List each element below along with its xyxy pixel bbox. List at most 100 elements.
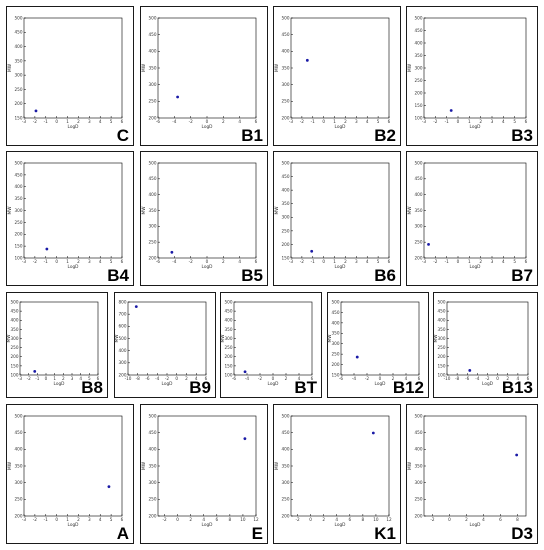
x-axis-label: LogD xyxy=(470,124,482,130)
y-tick-label: 350 xyxy=(282,65,290,70)
x-tick-label: 0 xyxy=(55,517,58,522)
y-tick-label: 250 xyxy=(415,240,423,245)
x-tick-label: -6 xyxy=(465,376,470,381)
x-axis-label: LogD xyxy=(162,381,174,387)
y-tick-label: 400 xyxy=(225,318,233,323)
x-tick-label: 2 xyxy=(506,376,509,381)
y-axis-label: MW xyxy=(274,461,280,470)
x-tick-label: 3 xyxy=(491,259,494,264)
y-axis-label: MW xyxy=(7,461,13,470)
plot-area xyxy=(157,17,257,119)
panel-label: D3 xyxy=(511,524,533,543)
y-tick-label: 450 xyxy=(415,176,423,181)
y-tick-label: 350 xyxy=(15,196,23,201)
x-tick-label: 6 xyxy=(388,119,391,124)
y-tick-label: 300 xyxy=(415,224,423,229)
compound-point xyxy=(176,95,180,99)
x-axis-label: LogD xyxy=(268,381,280,387)
y-tick-label: 500 xyxy=(225,299,233,304)
y-tick-label: 400 xyxy=(15,184,23,189)
x-tick-label: 6 xyxy=(525,259,528,264)
y-tick-label: 200 xyxy=(415,513,423,518)
plot-area xyxy=(340,301,420,376)
plot-area xyxy=(23,415,123,517)
panel-label: B3 xyxy=(511,126,533,145)
x-tick-label: 4 xyxy=(502,119,505,124)
x-tick-label: 6 xyxy=(499,517,502,522)
x-tick-label: 6 xyxy=(311,376,314,381)
y-tick-label: 500 xyxy=(11,299,19,304)
y-tick-label: 300 xyxy=(282,480,290,485)
y-axis-label: MW xyxy=(327,334,333,343)
x-tick-label: -2 xyxy=(430,517,435,522)
x-tick-label: 12 xyxy=(386,517,392,522)
x-tick-label: 0 xyxy=(496,376,499,381)
x-tick-label: 4 xyxy=(366,259,369,264)
x-tick-label: -2 xyxy=(189,259,194,264)
x-tick-label: -1 xyxy=(445,119,450,124)
y-tick-label: 100 xyxy=(415,115,423,120)
y-axis-label: MW xyxy=(141,206,147,215)
y-tick-label: 450 xyxy=(332,310,340,315)
x-tick-label: -4 xyxy=(155,376,160,381)
y-tick-label: 300 xyxy=(415,480,423,485)
compound-point xyxy=(371,431,375,435)
y-tick-label: 200 xyxy=(149,513,157,518)
y-tick-label: 200 xyxy=(149,115,157,120)
x-tick-label: 6 xyxy=(121,517,124,522)
compound-point xyxy=(45,247,49,251)
y-tick-label: 200 xyxy=(149,255,157,260)
y-tick-label: 250 xyxy=(282,99,290,104)
y-tick-label: 250 xyxy=(149,240,157,245)
x-axis-label: LogD xyxy=(54,381,66,387)
y-tick-label: 400 xyxy=(119,348,127,353)
x-tick-label: 5 xyxy=(110,517,113,522)
x-tick-label: -3 xyxy=(18,376,23,381)
x-tick-label: 4 xyxy=(99,119,102,124)
y-tick-label: 450 xyxy=(149,430,157,435)
y-tick-label: 400 xyxy=(438,318,446,323)
x-tick-label: -2 xyxy=(300,119,305,124)
plot-area xyxy=(290,162,390,259)
y-tick-label: 450 xyxy=(15,30,23,35)
y-tick-label: 400 xyxy=(282,49,290,54)
x-axis-label: LogD xyxy=(202,264,214,270)
y-tick-label: 250 xyxy=(149,497,157,502)
panel-label: B5 xyxy=(241,266,263,285)
x-axis-label: LogD xyxy=(470,264,482,270)
x-tick-label: 6 xyxy=(418,376,421,381)
y-tick-label: 350 xyxy=(282,201,290,206)
x-tick-label: -2 xyxy=(162,517,167,522)
compound-point xyxy=(310,249,314,253)
y-tick-label: 300 xyxy=(282,215,290,220)
panel-label: B1 xyxy=(241,126,263,145)
y-tick-label: 300 xyxy=(225,336,233,341)
y-tick-label: 450 xyxy=(282,174,290,179)
x-tick-label: -4 xyxy=(172,259,177,264)
plot-area xyxy=(157,415,257,517)
y-axis-label: MW xyxy=(114,334,120,343)
x-axis-label: LogD xyxy=(482,381,494,387)
x-tick-label: -3 xyxy=(289,119,294,124)
x-tick-label: -2 xyxy=(433,259,438,264)
y-tick-label: 500 xyxy=(15,160,23,165)
x-axis-label: LogD xyxy=(470,522,482,528)
y-tick-label: 150 xyxy=(282,255,290,260)
y-tick-label: 450 xyxy=(149,176,157,181)
y-tick-label: 300 xyxy=(415,65,423,70)
panel-b13: -10 -8 -6 -4 -2 0 2 4 6 100 150 200 250 300 350 400 450 5… xyxy=(433,292,538,398)
x-tick-label: -2 xyxy=(433,119,438,124)
x-tick-label: -8 xyxy=(136,376,141,381)
compound-point xyxy=(170,250,174,254)
x-tick-label: 4 xyxy=(99,517,102,522)
y-axis-label: MW xyxy=(274,63,280,72)
panel-label: B13 xyxy=(502,378,533,397)
x-tick-label: -3 xyxy=(422,259,427,264)
x-tick-label: 4 xyxy=(202,517,205,522)
panel-b9: -10 -8 -6 -4 -2 0 2 4 6 200 300 400 500 600 700 800 LogD… xyxy=(114,292,216,398)
x-tick-label: -3 xyxy=(422,119,427,124)
x-tick-label: 2 xyxy=(465,517,468,522)
y-tick-label: 600 xyxy=(119,324,127,329)
x-axis-label: LogD xyxy=(68,522,80,528)
plot-area xyxy=(290,17,390,119)
